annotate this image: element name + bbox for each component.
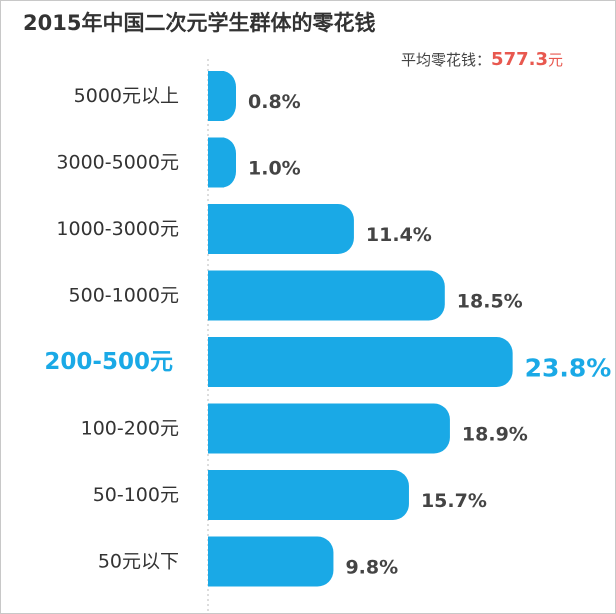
value-label-2: 11.4% bbox=[366, 224, 432, 246]
value-label-3: 18.5% bbox=[457, 291, 523, 313]
bar-2 bbox=[208, 204, 354, 254]
bar-edge-6 bbox=[208, 470, 224, 520]
category-label-7: 50元以下 bbox=[98, 551, 179, 573]
value-label-5: 18.9% bbox=[462, 424, 528, 446]
category-label-2: 1000-3000元 bbox=[56, 218, 179, 240]
bar-5 bbox=[208, 403, 450, 454]
average-annotation: 平均零花钱：577.3元 bbox=[401, 49, 563, 70]
bar-edge-5 bbox=[208, 403, 224, 454]
bar-edge-0 bbox=[208, 71, 224, 121]
category-label-1: 3000-5000元 bbox=[56, 152, 179, 174]
value-label-7: 9.8% bbox=[345, 557, 398, 579]
value-label-1: 1.0% bbox=[248, 158, 301, 180]
category-label-4: 200-500元 bbox=[44, 349, 173, 375]
value-label-4: 23.8% bbox=[525, 354, 612, 383]
bar-7 bbox=[208, 536, 334, 587]
bar-edge-2 bbox=[208, 204, 224, 254]
bar-6 bbox=[208, 470, 409, 520]
category-label-3: 500-1000元 bbox=[69, 285, 179, 307]
chart-title: 2015年中国二次元学生群体的零花钱 bbox=[23, 11, 376, 35]
bar-4 bbox=[208, 337, 513, 387]
value-label-0: 0.8% bbox=[248, 91, 301, 113]
average-value: 577.3 bbox=[491, 49, 548, 70]
category-label-6: 50-100元 bbox=[93, 484, 179, 506]
bar-3 bbox=[208, 270, 445, 321]
bars-group: 5000元以上 0.8% 3000-5000元 1.0% 1000-3000元 11.4%… bbox=[44, 71, 611, 587]
value-label-6: 15.7% bbox=[421, 490, 487, 512]
bar-edge-4 bbox=[208, 337, 224, 387]
bar-edge-1 bbox=[208, 137, 224, 188]
category-label-0: 5000元以上 bbox=[74, 85, 179, 107]
bar-edge-3 bbox=[208, 270, 224, 321]
category-label-5: 100-200元 bbox=[81, 418, 179, 440]
average-unit: 元 bbox=[547, 51, 563, 69]
average-label: 平均零花钱： bbox=[401, 51, 492, 69]
bar-edge-7 bbox=[208, 536, 224, 587]
